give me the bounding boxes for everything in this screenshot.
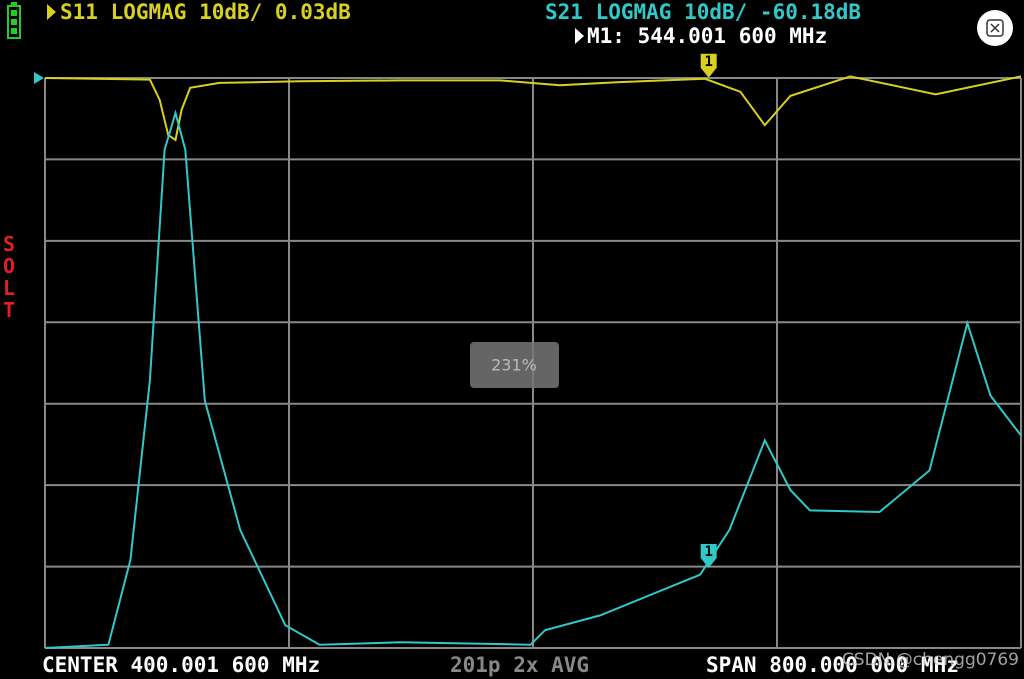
points-avg: 201p 2x AVG [450,653,589,677]
marker-header: M1: 544.001 600 MHz [587,24,827,48]
marker: 1 [700,544,717,569]
marker-label: 1 [704,54,712,70]
s11-header: S11 LOGMAG 10dB/ 0.03dB [60,0,351,24]
reference-pointer [34,72,44,84]
active-pointer [47,4,56,20]
close-button[interactable] [977,10,1013,46]
trace-s21 [44,109,1022,649]
s21-header: S21 LOGMAG 10dB/ -60.18dB [545,0,861,24]
marker-label: 1 [704,544,712,560]
plot: 11 [44,53,1022,649]
zoom-text: 231% [491,356,537,375]
span-freq: SPAN 800.000 000 MHz [706,653,959,677]
marker-flag [700,544,717,569]
marker-flag [700,53,717,78]
marker: 1 [700,53,717,78]
battery [7,2,21,39]
zoom-badge [470,342,559,388]
center-freq: CENTER 400.001 600 MHz [42,653,320,677]
watermark: CSDN @chengg0769 [842,650,1019,670]
marker-pointer [575,28,584,44]
